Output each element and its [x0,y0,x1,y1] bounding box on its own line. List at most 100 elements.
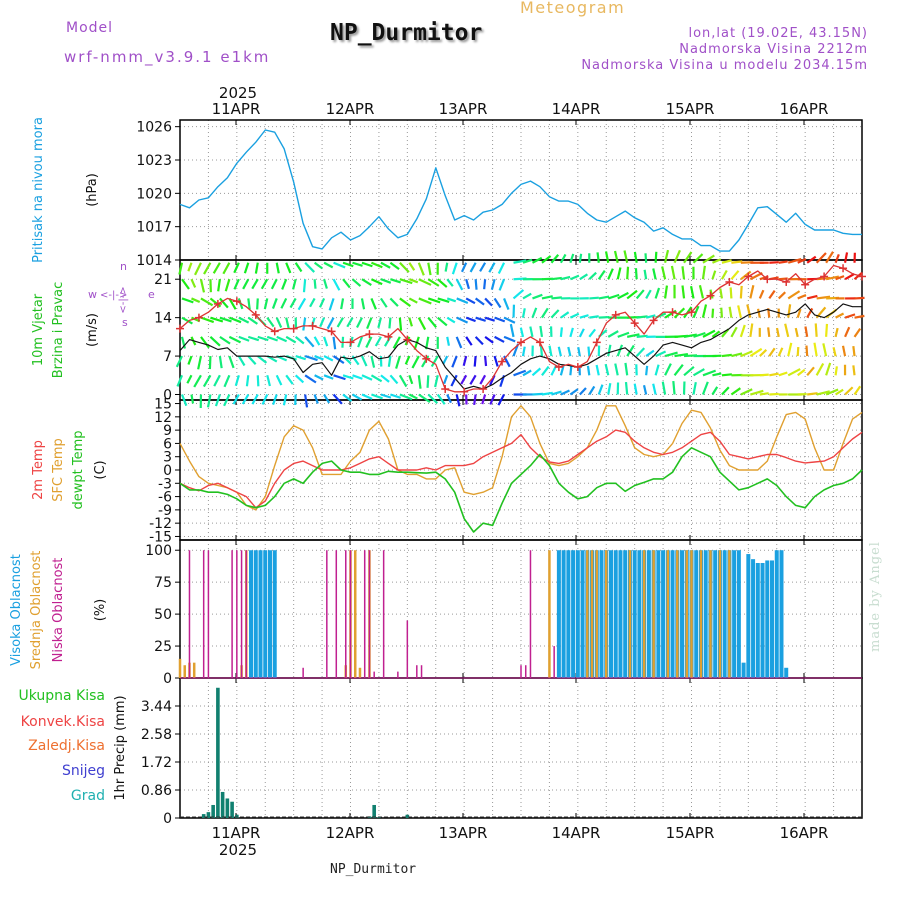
wind-arrow [769,392,779,396]
y-tick-label: 1023 [136,153,172,169]
wind-arrow [721,328,730,338]
wind-arrow [218,355,223,369]
wind-arrow [380,297,388,308]
cloud-bar [416,665,418,678]
wind-arrow [673,249,681,264]
wind-arrow [237,355,246,367]
wind-arrow [635,347,646,357]
wind-arrow [853,328,862,338]
wind-arrow [654,251,658,263]
wind-arrow [729,287,733,299]
wind-arrow [408,278,419,284]
cloud-bar [553,646,555,678]
wind-arrow [243,262,250,274]
wind-arrow [200,316,215,324]
wind-arrow [712,258,722,264]
wind-arrow [589,296,599,300]
y-tick-label: 0 [163,463,172,479]
wind-arrow [408,262,416,271]
wind-arrow [228,316,242,324]
wind-arrow [313,394,319,404]
day-label-bottom: 12APR [326,824,375,842]
wind-arrow [663,285,669,299]
wind-arrow [693,331,706,338]
wind-arrow [550,254,560,264]
wind-arrow [624,381,629,395]
wind-barb-field [175,249,865,409]
wind-arrow [503,316,516,324]
wind-arrow [256,298,259,310]
wind-arrow [674,353,689,358]
wind-arrow [607,330,619,338]
wind-arrow [531,367,542,377]
wind-arrow [617,331,630,338]
wind-arrow [389,297,399,307]
cloud-bar [713,550,718,678]
cloud-bar [349,550,352,678]
wind-arrow [361,374,373,381]
wind-arrow [567,346,572,357]
wind-arrow [597,384,604,395]
y-tick-label: -12 [149,516,172,532]
cloud-bar [613,550,618,678]
wind-arrow [787,342,793,357]
wind-arrow [395,355,401,369]
wind-arrow [756,308,761,318]
precip-bar [372,804,376,818]
cloud-bar [623,550,628,678]
wind-arrow [199,278,206,293]
wind-arrow [712,372,722,377]
wind-arrow [768,347,776,357]
wind-arrow [673,307,686,319]
cloud-bar [188,550,191,678]
wind-arrow [187,262,193,272]
day-label-bottom: 11APR [212,824,261,842]
wind-arrow [383,336,392,347]
precip-bar [230,801,234,818]
wind-arrow [488,262,496,273]
wind-arrow [408,374,414,385]
temp-label-t2m: 2m Temp [31,440,46,500]
wind-arrow [247,316,258,325]
wind-arrow [323,355,334,362]
day-label-top: 16APR [780,100,829,118]
wind-arrow [692,253,704,264]
wind-arrow [655,350,667,358]
wind-arrow [332,393,343,405]
y-tick-label: 1017 [136,220,172,236]
wind-arrow [176,374,184,387]
wind-arrow [430,355,439,368]
wind-arrow [778,371,788,377]
wind-arrow [816,295,831,300]
cloud-bar [406,620,409,678]
wind-arrow [740,350,753,358]
y-tick-label: -15 [149,529,172,545]
wind-arrow [645,349,655,357]
precip-bar [377,817,381,818]
cloud-bar [207,550,210,678]
cloud-bar [770,560,775,678]
wind-arrow [417,375,422,389]
wind-arrow [588,385,596,396]
wind-arrow [804,326,809,338]
cloud-bar [529,550,532,678]
wind-arrow [465,316,476,323]
cloud-bar [524,665,527,678]
wind-arrow [835,312,845,319]
wind-arrow [626,344,635,357]
day-label-bottom: 13APR [439,824,488,842]
wind-arrow [275,374,283,386]
precip-bar [220,791,225,818]
precip-bar [206,812,211,818]
wind-arrow [825,275,840,281]
wind-arrow [297,297,307,311]
wind-arrow [323,336,329,347]
cloud-bar [703,550,708,678]
wind-arrow [513,369,527,377]
wind-arrow [222,262,231,275]
wind-arrow [387,355,392,367]
wind-arrow [474,336,484,346]
wind-arrow [456,297,469,305]
wind-arrow [421,355,430,368]
wind-arrow [285,262,292,274]
